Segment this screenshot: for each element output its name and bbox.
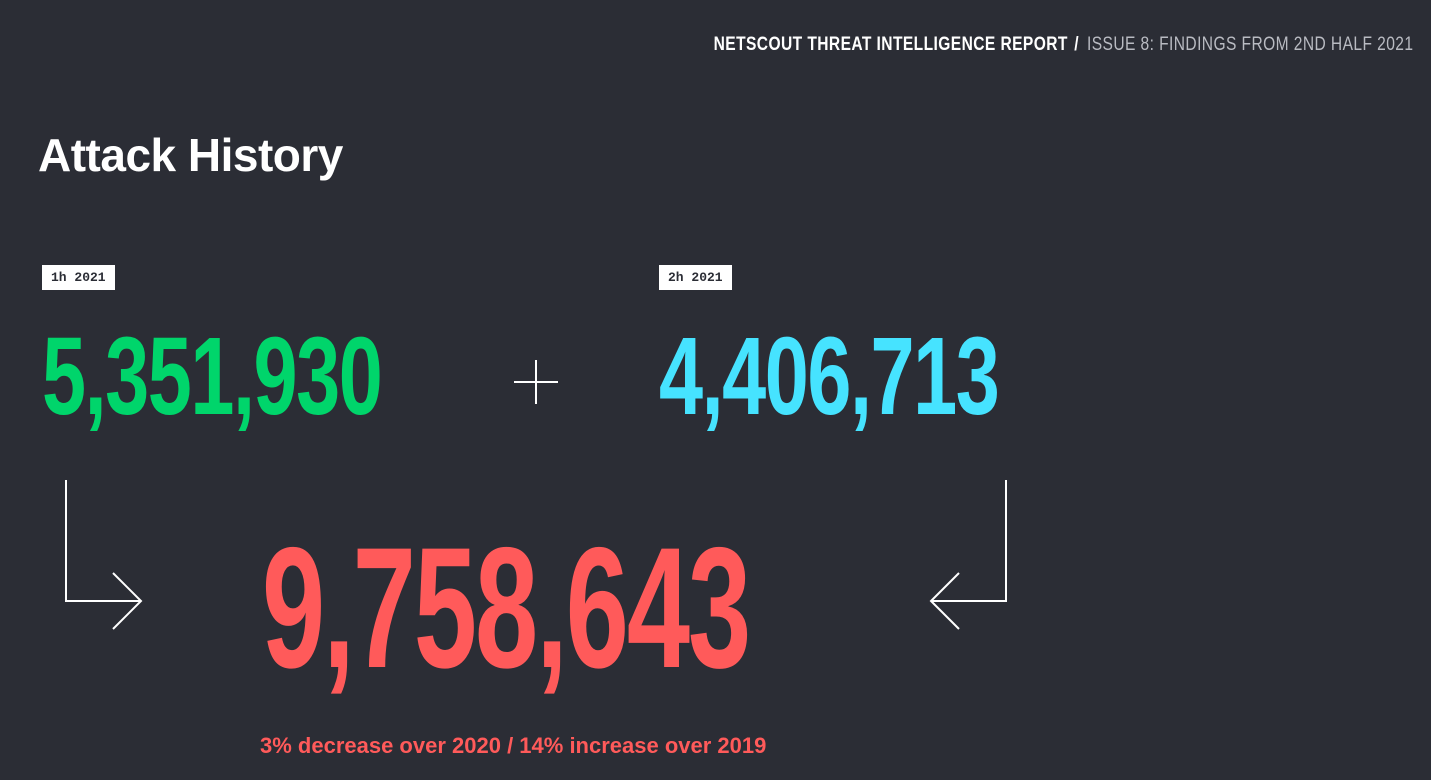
attack-count-2h: 4,406,713 [659,315,1000,438]
report-issue: ISSUE 8: FINDINGS FROM 2ND HALF 2021 [1086,34,1413,55]
attack-count-total: 9,758,643 [262,512,751,704]
comparison-note: 3% decrease over 2020 / 14% increase ove… [260,733,767,758]
period-tag-2h: 2h 2021 [659,265,732,290]
arrow-down-right-icon [65,480,143,630]
page-title: Attack History [38,129,343,181]
report-brand: NETSCOUT THREAT INTELLIGENCE REPORT [713,34,1068,55]
arrow-down-left-icon [929,480,1007,630]
attack-count-1h: 5,351,930 [42,315,383,438]
plus-icon [514,360,558,404]
header-separator: / [1073,34,1079,55]
period-tag-1h: 1h 2021 [42,265,115,290]
report-header: NETSCOUT THREAT INTELLIGENCE REPORT / IS… [713,34,1413,56]
